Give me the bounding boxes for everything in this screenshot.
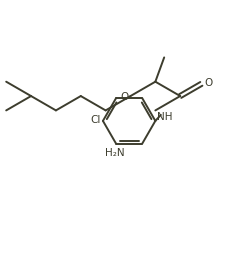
- Text: H₂N: H₂N: [104, 148, 124, 158]
- Text: Cl: Cl: [90, 115, 101, 125]
- Text: O: O: [120, 92, 128, 102]
- Text: O: O: [204, 78, 212, 88]
- Text: NH: NH: [156, 112, 172, 122]
